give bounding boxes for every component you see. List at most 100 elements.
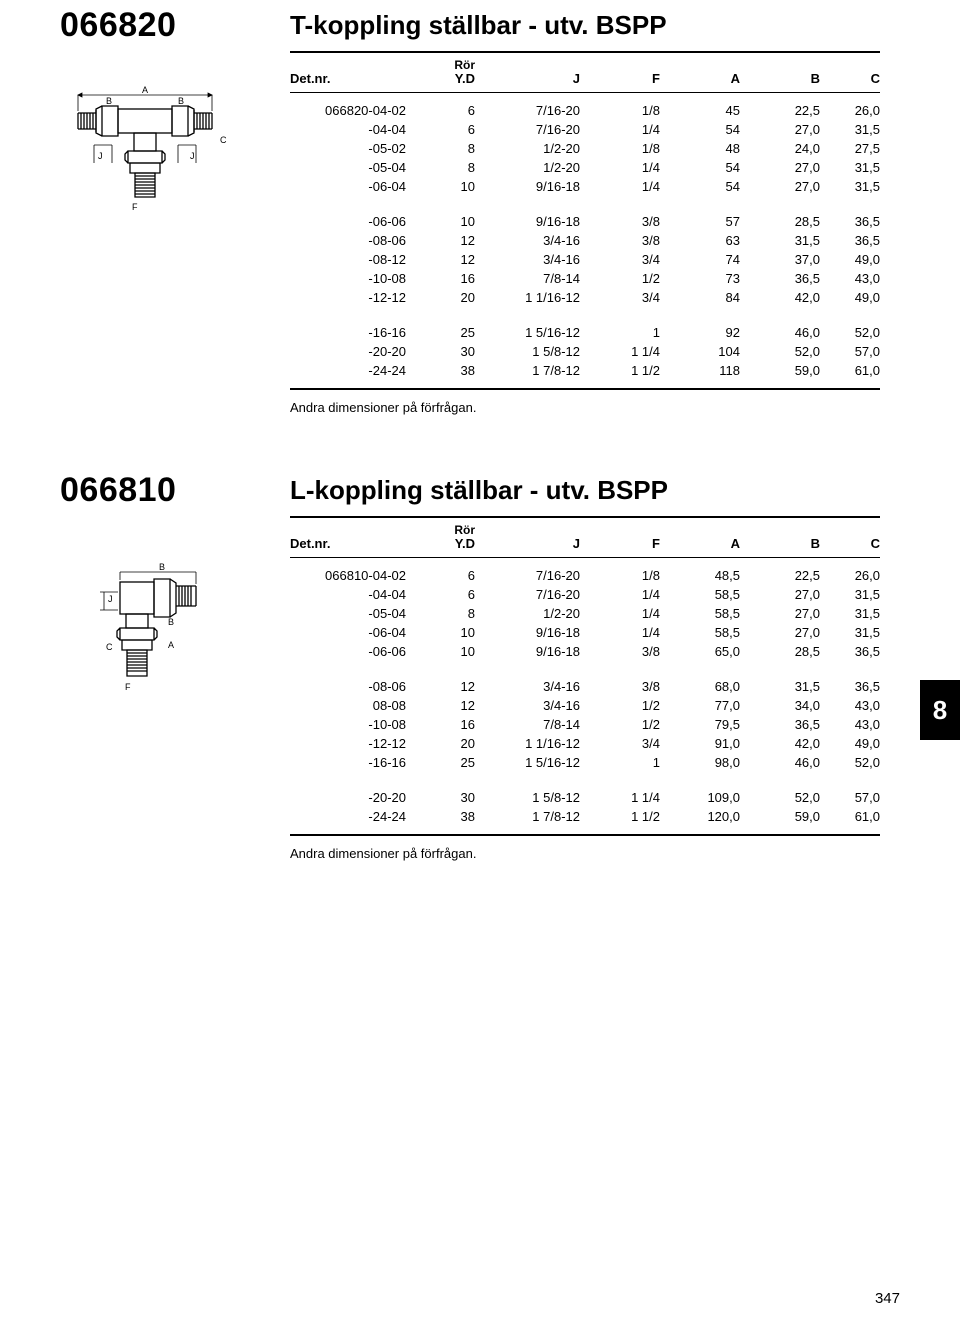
table-cell: -16-16 (290, 753, 410, 780)
table-cell: 1 5/16-12 (475, 753, 580, 780)
table-cell: 30 (410, 342, 475, 361)
table-cell: 7/8-14 (475, 269, 580, 288)
table-row: 08-08123/4-161/277,034,043,0 (290, 696, 880, 715)
spec-table: Det.nr. RörY.D J F A B C 066810-04-0267/… (290, 516, 880, 840)
table-cell: 1/2 (580, 269, 660, 288)
svg-text:C: C (220, 135, 227, 145)
table-cell: 066820-04-02 (290, 93, 410, 121)
table-cell: 48 (660, 139, 740, 158)
svg-text:F: F (125, 682, 131, 692)
table-row: -06-04109/16-181/458,527,031,5 (290, 623, 880, 642)
table-cell: 9/16-18 (475, 642, 580, 669)
table-cell: 3/4 (580, 734, 660, 753)
table-header-row: Det.nr. RörY.D J F A B C (290, 517, 880, 558)
table-cell: 26,0 (820, 93, 880, 121)
product-right-column: L-koppling ställbar - utv. BSPP Det.nr. … (290, 475, 900, 861)
col-c: C (820, 52, 880, 93)
spec-table: Det.nr. RörY.D J F A B C 066820-04-0267/… (290, 51, 880, 394)
table-cell: -12-12 (290, 734, 410, 753)
table-cell: 3/8 (580, 231, 660, 250)
table-cell: 1 1/2 (580, 807, 660, 835)
table-cell: -08-06 (290, 231, 410, 250)
table-row: -08-12123/4-163/47437,049,0 (290, 250, 880, 269)
table-cell: 8 (410, 139, 475, 158)
table-cell: 104 (660, 342, 740, 361)
table-cell: -16-16 (290, 315, 410, 342)
svg-text:B: B (106, 96, 112, 106)
table-row: -12-12201 1/16-123/48442,049,0 (290, 288, 880, 315)
table-row: -24-24381 7/8-121 1/211859,061,0 (290, 361, 880, 389)
table-cell: 8 (410, 604, 475, 623)
table-cell: 10 (410, 177, 475, 204)
table-cell: 1/8 (580, 93, 660, 121)
table-row: -05-0281/2-201/84824,027,5 (290, 139, 880, 158)
table-row: -20-20301 5/8-121 1/4109,052,057,0 (290, 780, 880, 807)
table-cell: 12 (410, 231, 475, 250)
col-det: Det.nr. (290, 52, 410, 93)
table-cell: 57,0 (820, 342, 880, 361)
table-cell: 43,0 (820, 696, 880, 715)
table-cell: 49,0 (820, 288, 880, 315)
table-cell: 7/8-14 (475, 715, 580, 734)
table-row: -12-12201 1/16-123/491,042,049,0 (290, 734, 880, 753)
chapter-tab: 8 (920, 680, 960, 740)
product-number: 066810 (60, 471, 290, 510)
table-cell: 54 (660, 120, 740, 139)
table-cell: 79,5 (660, 715, 740, 734)
table-cell: -10-08 (290, 715, 410, 734)
table-cell: 31,5 (820, 120, 880, 139)
table-cell: 066810-04-02 (290, 558, 410, 586)
table-cell: 10 (410, 642, 475, 669)
table-cell: 34,0 (740, 696, 820, 715)
table-cell: 52,0 (820, 315, 880, 342)
table-cell: 57 (660, 204, 740, 231)
table-cell: -08-12 (290, 250, 410, 269)
table-cell: 6 (410, 120, 475, 139)
table-cell: -04-04 (290, 585, 410, 604)
table-cell: 3/4-16 (475, 231, 580, 250)
table-cell: 9/16-18 (475, 623, 580, 642)
table-cell: 98,0 (660, 753, 740, 780)
table-cell: 3/4-16 (475, 250, 580, 269)
table-cell: 38 (410, 361, 475, 389)
svg-text:C: C (106, 642, 113, 652)
product-block: 066810 (60, 475, 900, 861)
table-cell: 10 (410, 204, 475, 231)
product-left-column: 066820 (60, 10, 290, 415)
table-cell: 43,0 (820, 269, 880, 288)
table-cell: 1/4 (580, 585, 660, 604)
svg-text:A: A (168, 640, 174, 650)
table-cell: 42,0 (740, 734, 820, 753)
table-cell: 1 (580, 315, 660, 342)
table-cell: 6 (410, 558, 475, 586)
table-cell: 27,0 (740, 604, 820, 623)
table-header-row: Det.nr. RörY.D J F A B C (290, 52, 880, 93)
table-row: -10-08167/8-141/279,536,543,0 (290, 715, 880, 734)
table-cell: -05-02 (290, 139, 410, 158)
table-row: 066810-04-0267/16-201/848,522,526,0 (290, 558, 880, 586)
table-cell: 46,0 (740, 753, 820, 780)
col-b: B (740, 517, 820, 558)
table-cell: 3/8 (580, 204, 660, 231)
table-row: -06-06109/16-183/865,028,536,5 (290, 642, 880, 669)
table-cell: 73 (660, 269, 740, 288)
table-cell: 1 1/2 (580, 361, 660, 389)
table-cell: 1 7/8-12 (475, 361, 580, 389)
table-cell: 1 5/16-12 (475, 315, 580, 342)
table-cell: 59,0 (740, 361, 820, 389)
table-cell: 6 (410, 585, 475, 604)
table-cell: 49,0 (820, 734, 880, 753)
table-cell: 25 (410, 753, 475, 780)
table-cell: 45 (660, 93, 740, 121)
table-cell: 57,0 (820, 780, 880, 807)
table-cell: 120,0 (660, 807, 740, 835)
table-cell: 31,5 (820, 177, 880, 204)
table-cell: 22,5 (740, 93, 820, 121)
table-cell: 1/4 (580, 623, 660, 642)
table-cell: 27,0 (740, 623, 820, 642)
table-cell: 31,5 (740, 231, 820, 250)
table-cell: 1/4 (580, 158, 660, 177)
table-row: 066820-04-0267/16-201/84522,526,0 (290, 93, 880, 121)
table-cell: 1/4 (580, 604, 660, 623)
table-cell: 12 (410, 250, 475, 269)
